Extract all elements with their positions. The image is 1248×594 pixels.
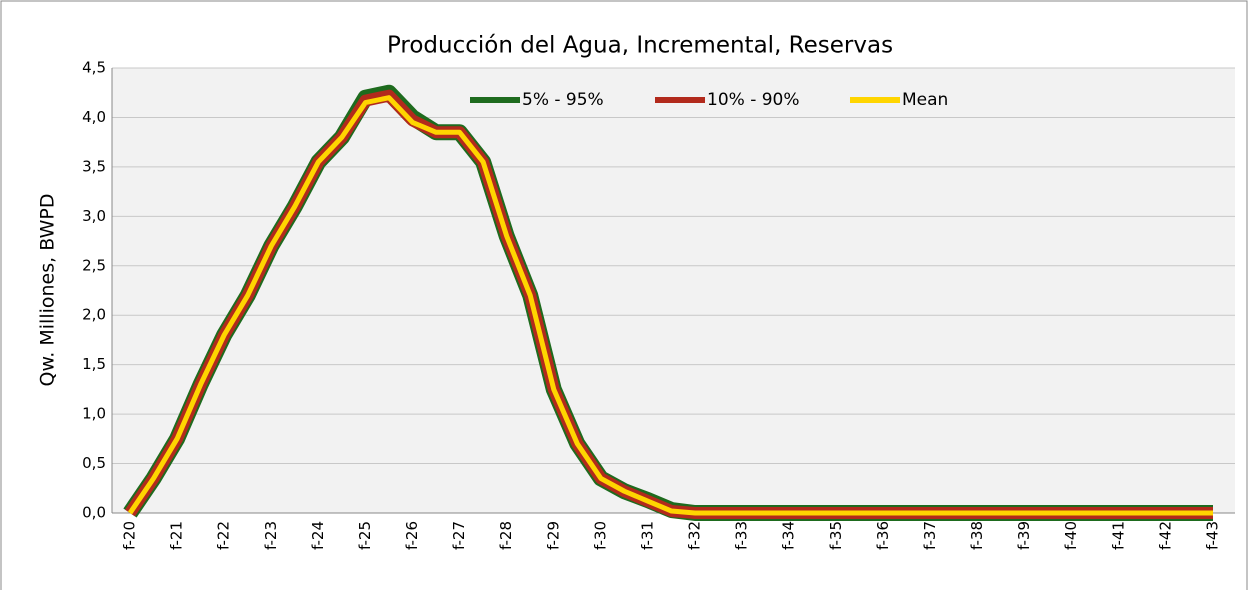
chart-title: Producción del Agua, Incremental, Reserv… [387, 33, 893, 59]
x-tick-label: f-36 [874, 521, 892, 550]
x-tick-label: f-27 [450, 521, 468, 550]
y-tick-label: 3,0 [82, 207, 106, 225]
x-tick-label: f-43 [1204, 521, 1222, 550]
y-tick-label: 0,0 [82, 504, 106, 522]
series-line [127, 95, 1213, 516]
x-tick-label: f-29 [544, 521, 562, 550]
x-tick-label: f-38 [968, 521, 986, 550]
y-tick-label: 1,5 [82, 355, 106, 373]
legend-label: Mean [902, 90, 948, 110]
x-tick-label: f-34 [780, 521, 798, 550]
y-tick-label: 2,0 [82, 306, 106, 324]
x-tick-label: f-24 [309, 521, 327, 550]
y-tick-label: 2,5 [82, 256, 106, 274]
x-tick-label: f-32 [686, 521, 704, 550]
x-tick-label: f-35 [827, 521, 845, 550]
x-tick-label: f-20 [121, 521, 139, 550]
legend-label: 10% - 90% [707, 90, 800, 110]
x-tick-label: f-28 [497, 521, 515, 550]
x-tick-label: f-23 [262, 521, 280, 550]
x-tick-label: f-25 [356, 521, 374, 550]
y-tick-label: 4,0 [82, 108, 106, 126]
x-tick-label: f-42 [1156, 521, 1174, 550]
legend-label: 5% - 95% [522, 90, 604, 110]
x-tick-label: f-39 [1015, 521, 1033, 550]
y-tick-label: 4,5 [82, 59, 106, 77]
x-tick-label: f-30 [591, 521, 609, 550]
x-tick-label: f-22 [215, 521, 233, 550]
plot-area [112, 68, 1235, 513]
x-tick-label: f-37 [921, 521, 939, 550]
y-tick-label: 1,0 [82, 405, 106, 423]
y-tick-label: 3,5 [82, 157, 106, 175]
x-tick-label: f-26 [403, 521, 421, 550]
y-axis-label: Qw. Milliones, BWPD [37, 194, 59, 387]
x-tick-label: f-21 [168, 521, 186, 550]
x-tick-label: f-40 [1062, 521, 1080, 550]
x-tick-label: f-33 [733, 521, 751, 550]
x-tick-label: f-31 [638, 521, 656, 550]
x-tick-label: f-41 [1109, 521, 1127, 550]
y-tick-label: 0,5 [82, 454, 106, 472]
